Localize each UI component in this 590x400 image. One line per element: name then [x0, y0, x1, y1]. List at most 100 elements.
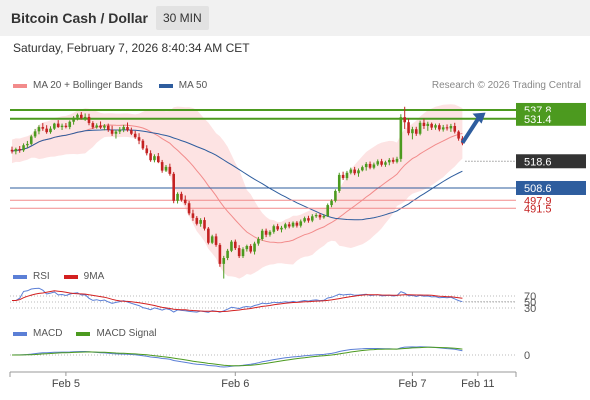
candle-body	[268, 231, 272, 235]
candle-body	[45, 128, 48, 133]
macd-legend: MACD MACD Signal	[13, 328, 156, 339]
candle-body	[326, 205, 329, 217]
candle-body	[110, 130, 114, 134]
legend-label-ma20: MA 20 + Bollinger Bands	[33, 80, 143, 91]
candle-body	[87, 116, 91, 124]
candle-body	[341, 174, 345, 179]
candle-body	[118, 129, 122, 132]
candle-body	[345, 172, 349, 179]
legend-swatch-ma20	[13, 83, 27, 88]
level-label: 508.6	[524, 183, 552, 195]
rsi-level-label: 30	[524, 303, 536, 315]
candle-body	[307, 218, 310, 221]
candle-body	[218, 244, 222, 264]
candle-body	[207, 228, 210, 243]
candle-body	[141, 140, 145, 149]
candle-body	[180, 193, 183, 200]
candle-body	[95, 125, 98, 128]
candle-body	[372, 164, 376, 168]
candle-body	[226, 250, 229, 258]
candle-body	[322, 216, 326, 218]
candle-body	[130, 130, 133, 134]
candle-body	[295, 222, 299, 226]
level-label-bg	[516, 111, 586, 126]
legend-swatch-macd-signal	[76, 331, 91, 336]
level-label: 491.5	[524, 203, 552, 215]
candle-body	[199, 220, 202, 224]
projection-arrow-head	[472, 112, 486, 124]
candle-body	[422, 122, 426, 126]
candle-body	[164, 166, 168, 171]
candle-body	[434, 125, 437, 128]
candle-body	[407, 122, 410, 134]
level-label: 497.9	[524, 195, 552, 207]
candle-body	[395, 158, 399, 162]
candle-body	[237, 248, 241, 257]
level-label-bg	[516, 154, 586, 169]
candle-body	[441, 127, 445, 130]
candle-body	[257, 239, 260, 244]
candle-body	[284, 224, 287, 228]
candle-body	[76, 114, 79, 118]
candle-body	[280, 227, 283, 230]
candle-body	[361, 167, 364, 171]
candle-body	[253, 243, 256, 252]
candle-body	[330, 200, 333, 206]
candle-body	[234, 241, 237, 249]
candle-body	[303, 218, 306, 222]
bollinger-band-area	[12, 104, 463, 279]
candle-body	[214, 236, 218, 245]
candle-body	[311, 216, 314, 221]
candle-body	[114, 131, 118, 134]
candle-body	[37, 127, 41, 132]
candle-body	[160, 162, 164, 171]
candle-body	[91, 123, 95, 128]
candle-body	[364, 163, 368, 168]
candle-body	[122, 127, 125, 130]
legend-label-macd-signal: MACD Signal	[96, 328, 157, 339]
candle-body	[391, 159, 395, 162]
candle-body	[384, 162, 387, 165]
candle-body	[29, 136, 33, 144]
x-axis-tick-label: Feb 11	[461, 378, 494, 390]
candle-body	[145, 148, 149, 154]
candle-body	[99, 125, 102, 128]
candle-body	[168, 166, 172, 174]
candle-body	[264, 230, 268, 235]
candle-body	[106, 125, 110, 131]
candle-body	[137, 137, 141, 141]
candle-body	[60, 125, 64, 128]
candle-body	[314, 214, 318, 217]
macd-line	[11, 346, 463, 368]
candle-body	[241, 249, 245, 257]
candle-body	[153, 156, 156, 161]
candle-body	[388, 159, 391, 163]
candle-body	[187, 203, 191, 214]
x-axis-tick-label: Feb 5	[52, 378, 80, 390]
ma20-line	[11, 124, 463, 244]
macd-level-label: 0	[524, 350, 530, 362]
x-axis-tick-label: Feb 6	[221, 378, 249, 390]
candle-body	[26, 143, 29, 146]
research-credit: Research © 2026 Trading Central	[431, 80, 581, 91]
ma50-line	[11, 129, 463, 221]
legend-swatch-macd	[13, 331, 27, 336]
timeframe-badge[interactable]: 30 MIN	[156, 6, 209, 30]
legend-label-macd: MACD	[33, 328, 63, 339]
candle-body	[457, 131, 460, 139]
candle-body	[318, 214, 322, 218]
candle-body	[14, 148, 18, 152]
candle-body	[249, 245, 252, 252]
candle-body	[291, 222, 295, 227]
legend-swatch-rsi-ma	[63, 274, 78, 279]
candle-body	[260, 230, 264, 240]
candle-body	[183, 199, 187, 204]
rsi-legend: RSI 9MA	[13, 271, 104, 282]
candle-body	[230, 241, 233, 251]
candle-body	[299, 221, 303, 226]
candle-body	[10, 149, 14, 152]
candle-body	[172, 173, 175, 201]
candle-body	[176, 193, 179, 201]
candle-body	[334, 190, 337, 201]
